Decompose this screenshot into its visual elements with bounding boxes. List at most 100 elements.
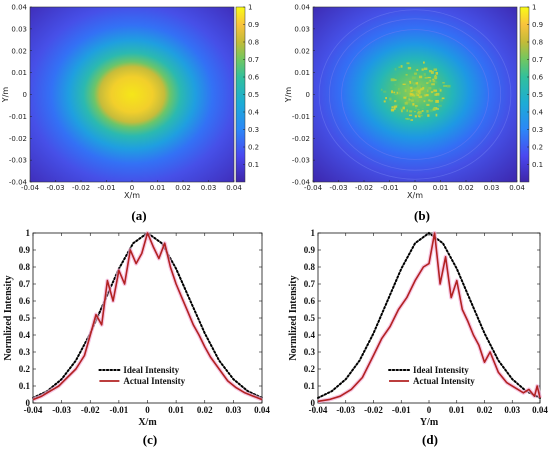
speckle <box>419 114 423 117</box>
speckle <box>414 110 416 113</box>
speckle <box>406 118 410 120</box>
colorbar-tick-label: 0.5 <box>248 91 259 99</box>
x-tick-label: -0.02 <box>72 184 90 192</box>
speckle <box>396 91 399 95</box>
y-tick-label: -0.04 <box>9 179 28 187</box>
speckle <box>394 68 397 71</box>
speckle <box>416 113 420 116</box>
speckle <box>413 89 417 91</box>
speckle <box>405 74 408 76</box>
legend-label: Ideal Intensity <box>413 365 469 375</box>
speckle <box>427 77 432 81</box>
speckle <box>428 99 431 102</box>
y-tick-label: 0.02 <box>294 47 310 55</box>
speckle <box>414 72 417 75</box>
y-tick-label: 0.01 <box>11 69 27 77</box>
speckle <box>423 67 428 71</box>
colorbar-tick-label: 0.9 <box>248 21 259 29</box>
x-tick-label: -0.04 <box>24 405 43 415</box>
speckle <box>393 105 398 108</box>
speckle <box>412 103 415 106</box>
speckle <box>390 78 395 82</box>
speckle <box>394 104 399 106</box>
speckle <box>426 103 430 106</box>
colorbar-tick-label: 0.4 <box>248 109 260 117</box>
speckle <box>403 96 407 99</box>
speckle <box>430 91 434 94</box>
y-axis-label: Y/m <box>1 87 10 104</box>
speckle <box>397 87 400 91</box>
line-panel-c: -0.04 -0.03 -0.02 -0.01 0 0.01 0.02 0.03 0.04 0 0.… <box>3 228 270 447</box>
speckle <box>440 99 443 102</box>
speckle <box>391 106 394 109</box>
speckle <box>420 85 423 89</box>
x-tick-label: -0.02 <box>364 405 383 415</box>
speckle <box>427 114 430 117</box>
speckle <box>429 79 432 82</box>
y-tick-label: 0.2 <box>19 364 31 374</box>
speckle <box>393 91 396 94</box>
speckle <box>406 109 409 112</box>
x-tick-label: 0.01 <box>449 405 465 415</box>
x-tick-label: 0.01 <box>433 184 449 192</box>
speckle <box>426 110 429 113</box>
speckle <box>406 96 409 100</box>
panel-label: (d) <box>422 432 438 447</box>
y-tick-label: -0.02 <box>9 135 27 143</box>
heatmap-ring <box>328 18 502 171</box>
speckle <box>413 95 416 98</box>
speckle <box>398 91 401 95</box>
heatmap-field <box>313 7 517 182</box>
speckle <box>422 61 425 64</box>
heatmap-ring <box>341 29 489 160</box>
y-tick-label: -0.01 <box>292 113 310 121</box>
y-tick-label: 0.04 <box>294 4 310 12</box>
speckle <box>433 89 438 92</box>
y-tick-label: 1 <box>26 228 31 238</box>
speckle <box>380 88 383 91</box>
x-tick-label: -0.04 <box>304 184 323 192</box>
speckle <box>400 65 403 68</box>
x-tick-label: 0.03 <box>484 184 500 192</box>
speckle <box>410 91 415 95</box>
speckle <box>399 107 403 111</box>
speckle <box>408 114 413 116</box>
x-tick-label: 0.02 <box>175 184 191 192</box>
speckle <box>410 99 414 102</box>
colorbar-tick-label: 0.1 <box>248 161 259 169</box>
speckle <box>404 89 407 93</box>
y-tick-label: 0 <box>26 398 31 408</box>
y-tick-label: 0 <box>23 91 27 99</box>
speckle <box>401 109 403 113</box>
speckle <box>423 73 426 76</box>
x-tick-label: -0.03 <box>46 184 64 192</box>
x-tick-label: -0.03 <box>52 405 71 415</box>
speckle <box>390 108 395 112</box>
speckle <box>393 79 397 81</box>
y-tick-label: -0.03 <box>9 157 27 165</box>
y-tick-label: 0.02 <box>11 47 27 55</box>
panel-label: (c) <box>143 432 157 447</box>
speckle <box>429 100 433 102</box>
heatmap-field <box>30 7 234 182</box>
speckle <box>427 79 430 82</box>
speckle <box>435 108 439 110</box>
speckle <box>431 83 435 86</box>
speckle <box>409 93 413 96</box>
speckle <box>441 97 445 100</box>
speckle <box>411 93 415 96</box>
x-tick-label: -0.01 <box>392 405 411 415</box>
y-tick-label: 0.2 <box>304 364 316 374</box>
speckle <box>429 109 434 112</box>
x-tick-label: -0.01 <box>97 184 115 192</box>
speckle <box>417 89 421 93</box>
y-tick-label: 0.5 <box>304 313 316 323</box>
speckle <box>398 66 401 69</box>
speckle <box>420 87 424 91</box>
speckle <box>412 90 416 94</box>
y-tick-label: 0 <box>311 398 316 408</box>
y-tick-label: 0.1 <box>19 381 31 391</box>
speckle <box>432 78 434 81</box>
speckle <box>424 94 427 97</box>
